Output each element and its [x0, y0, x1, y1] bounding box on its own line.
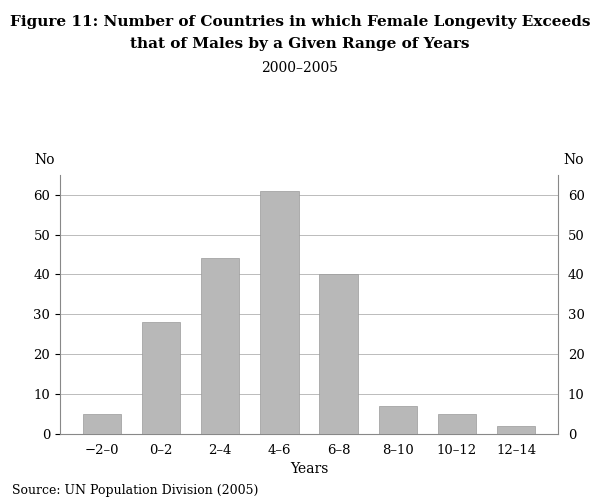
Bar — [379, 406, 417, 434]
Bar — [438, 414, 476, 434]
X-axis label: Years: Years — [290, 463, 328, 477]
Text: No: No — [35, 153, 55, 167]
Text: No: No — [563, 153, 583, 167]
Bar — [319, 274, 358, 434]
Text: 2000–2005: 2000–2005 — [262, 61, 338, 75]
Bar — [142, 322, 180, 434]
Text: Figure 11: Number of Countries in which Female Longevity Exceeds: Figure 11: Number of Countries in which … — [10, 15, 590, 29]
Text: that of Males by a Given Range of Years: that of Males by a Given Range of Years — [130, 37, 470, 51]
Bar — [201, 258, 239, 434]
Text: Source: UN Population Division (2005): Source: UN Population Division (2005) — [12, 484, 259, 497]
Bar — [497, 426, 535, 434]
Bar — [83, 414, 121, 434]
Bar — [260, 191, 299, 434]
